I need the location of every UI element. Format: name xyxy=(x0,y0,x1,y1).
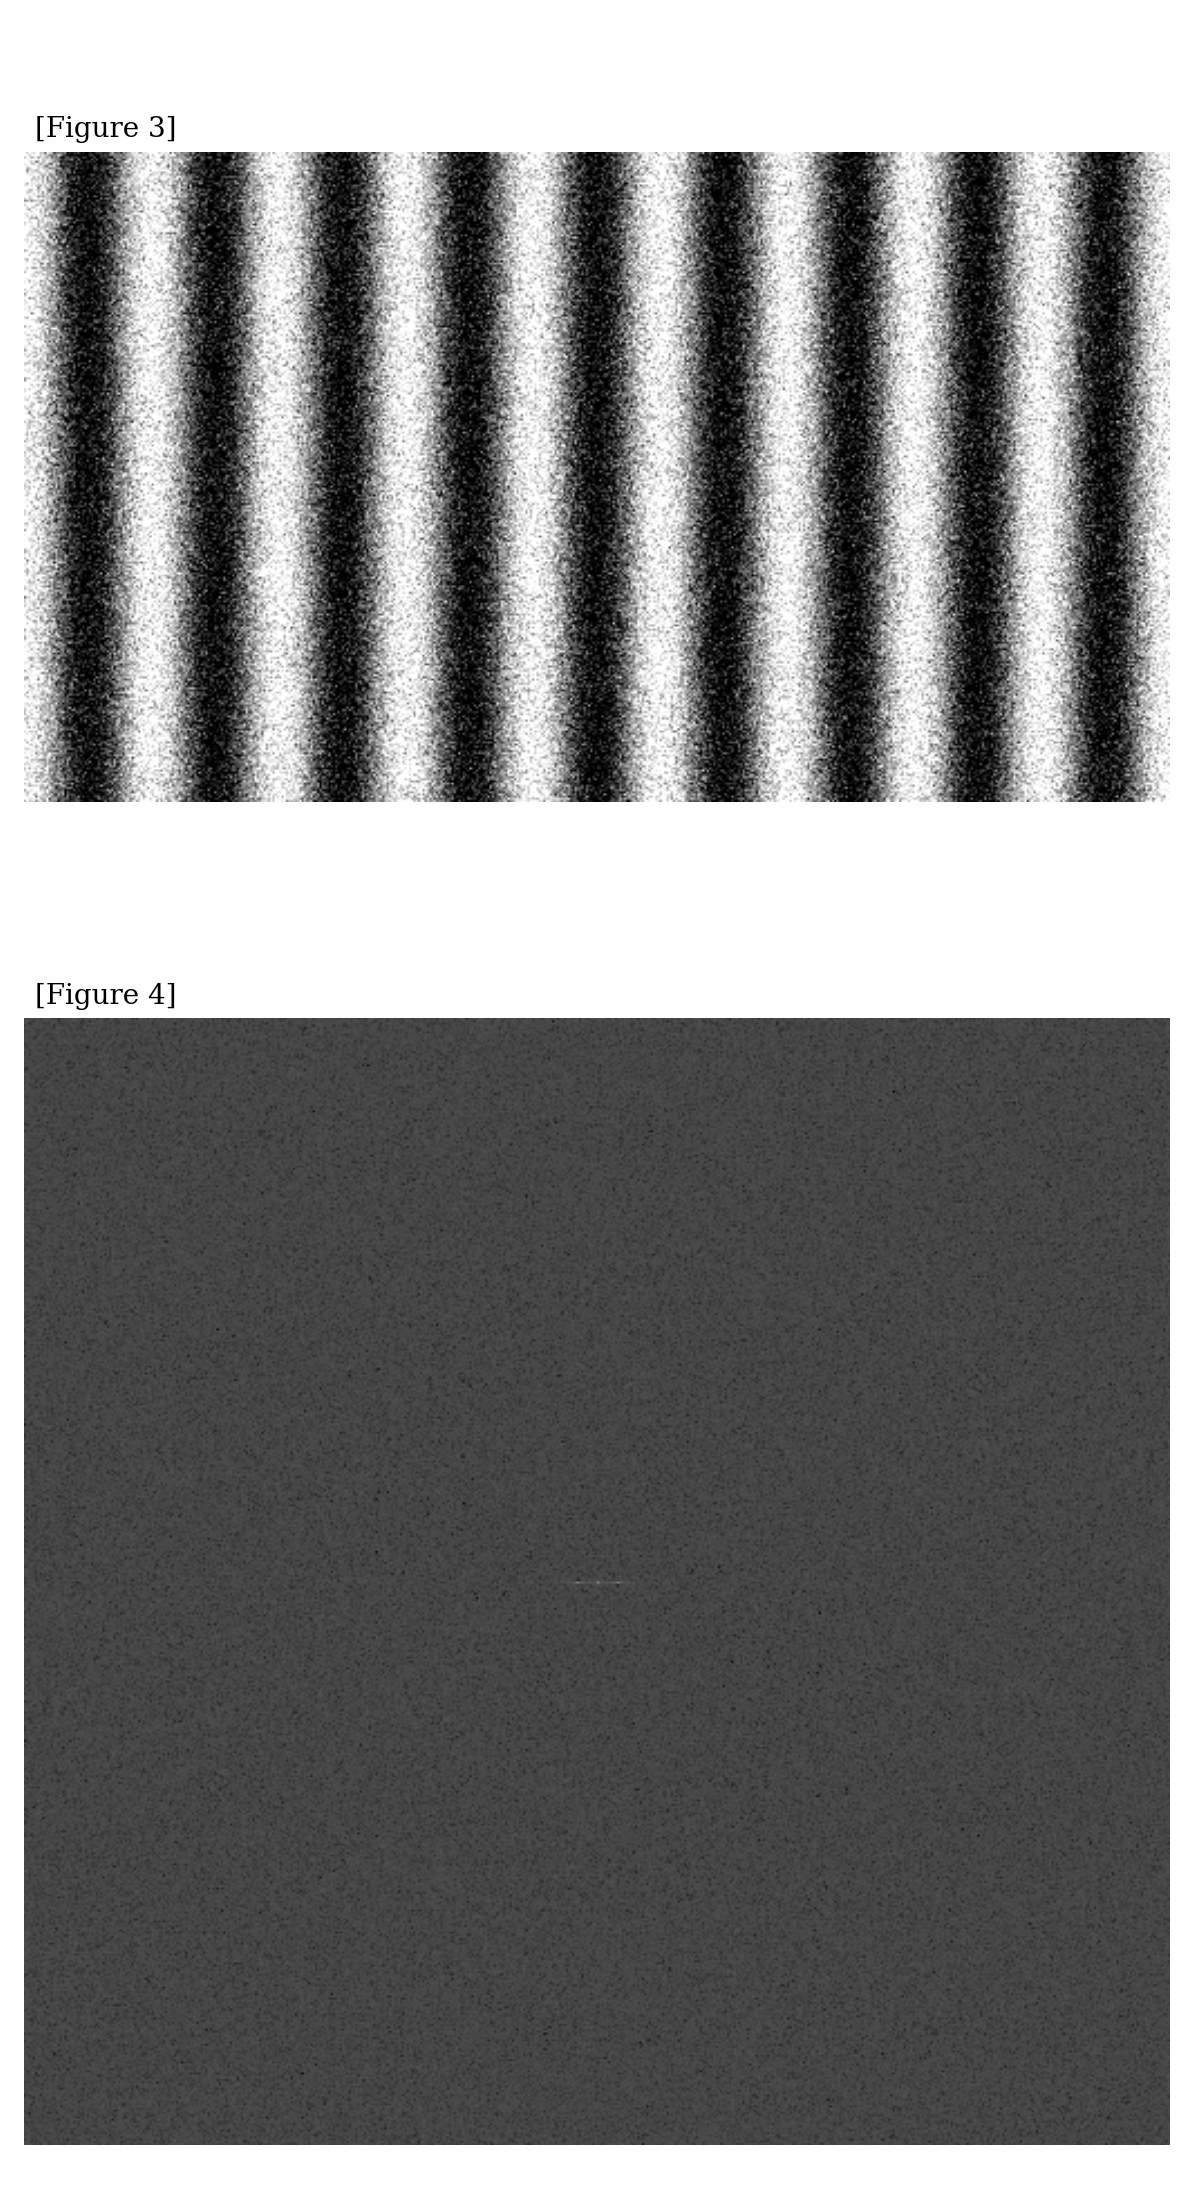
Text: [Figure 4]: [Figure 4] xyxy=(36,983,177,1010)
Text: [Figure 3]: [Figure 3] xyxy=(36,117,177,144)
